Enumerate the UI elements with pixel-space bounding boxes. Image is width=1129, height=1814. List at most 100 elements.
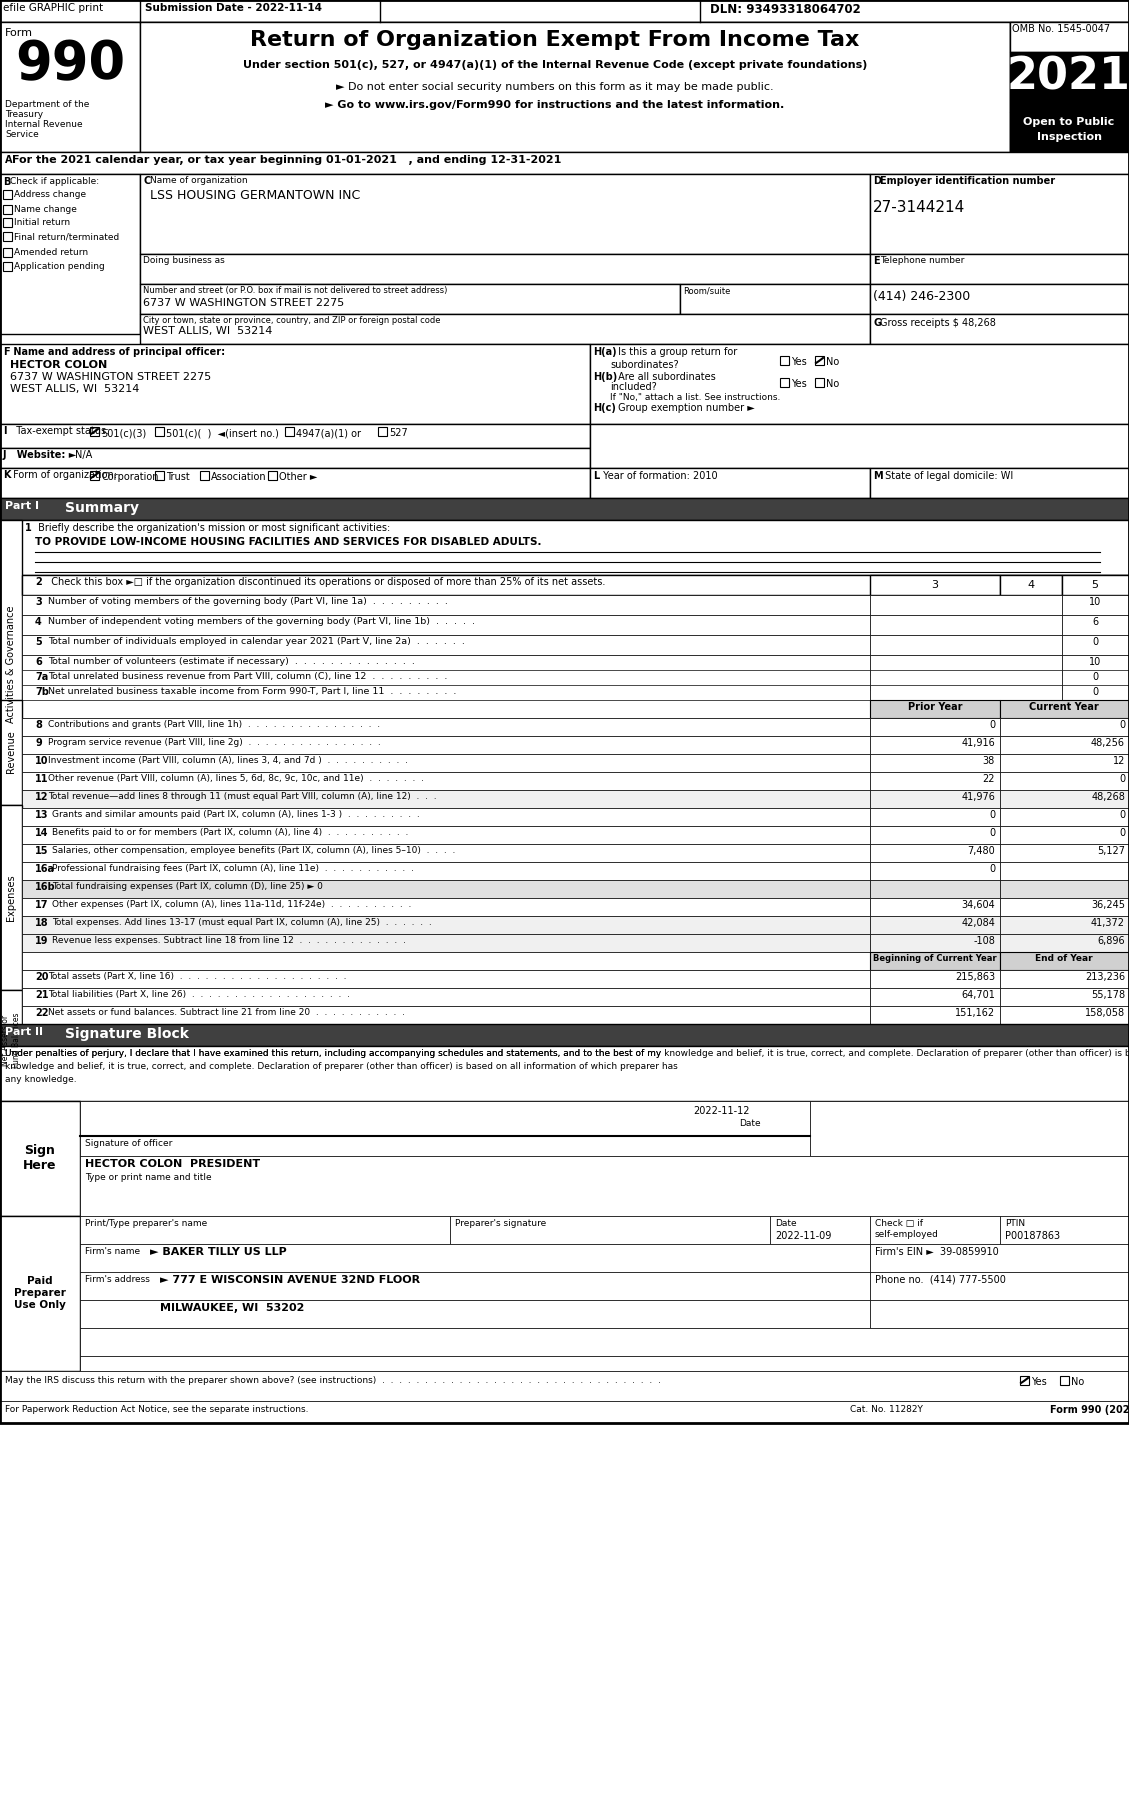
Text: Application pending: Application pending [14, 261, 105, 270]
Bar [0, 1101, 80, 1215]
Text: Form of organization:: Form of organization: [10, 470, 117, 481]
Bar [21, 700, 870, 718]
Text: Current Year: Current Year [1030, 702, 1099, 713]
Text: State of legal domicile: WI: State of legal domicile: WI [882, 472, 1013, 481]
Text: Sign
Here: Sign Here [24, 1145, 56, 1172]
Text: MILWAUKEE, WI  53202: MILWAUKEE, WI 53202 [160, 1302, 305, 1313]
Text: Name of organization: Name of organization [150, 176, 247, 185]
Text: B: B [3, 178, 10, 187]
Text: Return of Organization Exempt From Income Tax: Return of Organization Exempt From Incom… [251, 31, 859, 51]
Text: Briefly describe the organization's mission or most significant activities:: Briefly describe the organization's miss… [35, 522, 391, 533]
Bar [590, 424, 1129, 468]
Bar [21, 718, 870, 736]
Text: DLN: 93493318064702: DLN: 93493318064702 [710, 4, 860, 16]
Text: -108: -108 [973, 936, 995, 945]
Text: PTIN: PTIN [1005, 1219, 1025, 1228]
Bar [870, 1244, 1129, 1272]
Bar [1010, 22, 1129, 152]
Bar [815, 377, 824, 386]
Bar [1000, 970, 1129, 989]
Bar [3, 190, 12, 200]
Text: 64,701: 64,701 [961, 990, 995, 1000]
Text: 55,178: 55,178 [1091, 990, 1124, 1000]
Bar [0, 1023, 1129, 1047]
Bar [0, 0, 1129, 22]
Bar [21, 736, 870, 755]
Bar [21, 844, 870, 862]
Bar [21, 635, 870, 655]
Text: Association: Association [211, 472, 266, 483]
Text: Signature of officer: Signature of officer [85, 1139, 173, 1148]
Text: Benefits paid to or for members (Part IX, column (A), line 4)  .  .  .  .  .  . : Benefits paid to or for members (Part IX… [52, 827, 409, 836]
Bar [0, 0, 1129, 1422]
Text: Other revenue (Part VIII, column (A), lines 5, 6d, 8c, 9c, 10c, and 11e)  .  .  : Other revenue (Part VIII, column (A), li… [49, 775, 425, 784]
Bar [870, 254, 1129, 285]
Text: 10: 10 [35, 756, 49, 766]
Bar [1062, 595, 1129, 615]
Text: Total number of individuals employed in calendar year 2021 (Part V, line 2a)  . : Total number of individuals employed in … [49, 637, 465, 646]
Bar [1000, 718, 1129, 736]
Bar [590, 345, 1129, 424]
Text: 16b: 16b [35, 882, 55, 892]
Text: any knowledge.: any knowledge. [5, 1076, 77, 1085]
Bar [1000, 880, 1129, 898]
Bar [870, 916, 1000, 934]
Bar [285, 426, 294, 435]
Text: 10: 10 [1088, 597, 1101, 608]
Text: H(c): H(c) [593, 403, 616, 414]
Bar [870, 825, 1000, 844]
Text: 501(c)(  )  ◄(insert no.): 501(c)( ) ◄(insert no.) [166, 428, 279, 437]
Bar [200, 472, 209, 481]
Bar [1000, 1007, 1129, 1023]
Bar [870, 952, 1000, 970]
Bar [90, 426, 99, 435]
Text: K: K [3, 470, 10, 481]
Text: 2022-11-09: 2022-11-09 [774, 1232, 831, 1241]
Text: 0: 0 [989, 720, 995, 729]
Text: 17: 17 [35, 900, 49, 911]
Text: ► BAKER TILLY US LLP: ► BAKER TILLY US LLP [150, 1246, 287, 1257]
Bar [3, 205, 12, 214]
Text: 2: 2 [35, 577, 42, 588]
Text: Prior Year: Prior Year [908, 702, 962, 713]
Bar [140, 285, 680, 314]
Text: Activities & Governance: Activities & Governance [6, 606, 16, 722]
Bar [21, 655, 870, 675]
Text: 527: 527 [390, 428, 408, 437]
Bar [0, 1400, 1129, 1422]
Text: Name change: Name change [14, 205, 77, 214]
Text: 7,480: 7,480 [968, 845, 995, 856]
Text: 13: 13 [35, 811, 49, 820]
Text: Total unrelated business revenue from Part VIII, column (C), line 12  .  .  .  .: Total unrelated business revenue from Pa… [49, 671, 447, 680]
Bar [21, 825, 870, 844]
Text: 11: 11 [35, 775, 49, 784]
Text: Type or print name and title: Type or print name and title [85, 1174, 211, 1183]
Text: Employer identification number: Employer identification number [879, 176, 1056, 187]
Text: Department of the: Department of the [5, 100, 89, 109]
Text: Trust: Trust [166, 472, 190, 483]
Text: Yes: Yes [791, 379, 807, 388]
Text: Yes: Yes [791, 357, 807, 366]
Bar [0, 22, 1129, 152]
Text: H(a): H(a) [593, 346, 616, 357]
Text: 41,916: 41,916 [961, 738, 995, 747]
Text: 6: 6 [35, 657, 42, 668]
Text: May the IRS discuss this return with the preparer shown above? (see instructions: May the IRS discuss this return with the… [5, 1377, 660, 1386]
Bar [21, 952, 870, 970]
Bar [378, 426, 387, 435]
Bar [870, 595, 1062, 615]
Bar [21, 755, 870, 773]
Bar [1000, 1215, 1129, 1244]
Bar [1000, 700, 1129, 718]
Text: 12: 12 [35, 793, 49, 802]
Bar [870, 807, 1000, 825]
Text: City or town, state or province, country, and ZIP or foreign postal code: City or town, state or province, country… [143, 316, 440, 325]
Text: Number and street (or P.O. box if mail is not delivered to street address): Number and street (or P.O. box if mail i… [143, 287, 447, 296]
Text: 0: 0 [1092, 671, 1099, 682]
Bar [21, 862, 870, 880]
Bar [21, 934, 870, 952]
Bar [140, 254, 870, 285]
Bar [3, 218, 12, 227]
Bar [870, 575, 1000, 595]
Text: Firm's EIN ►  39-0859910: Firm's EIN ► 39-0859910 [875, 1246, 999, 1257]
